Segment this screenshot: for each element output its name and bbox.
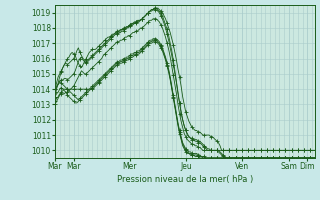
X-axis label: Pression niveau de la mer( hPa ): Pression niveau de la mer( hPa ) xyxy=(117,175,253,184)
